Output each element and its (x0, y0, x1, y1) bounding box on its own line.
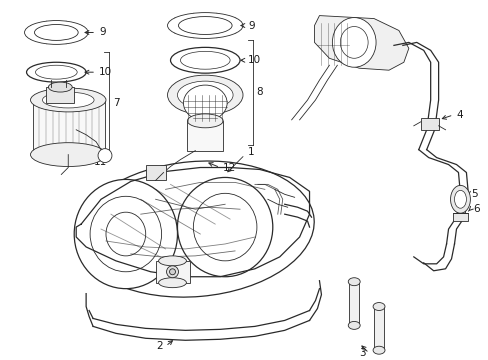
Ellipse shape (169, 269, 175, 275)
Ellipse shape (167, 13, 243, 39)
Ellipse shape (449, 185, 469, 213)
Text: 11: 11 (94, 157, 107, 167)
Bar (451, 213, 468, 221)
Text: 1: 1 (247, 147, 254, 157)
Text: 12: 12 (223, 162, 236, 172)
Ellipse shape (183, 85, 226, 121)
Bar (155, 261, 190, 283)
Bar (46, 87, 74, 103)
Bar (34, 100, 105, 154)
Ellipse shape (98, 149, 112, 163)
Text: 10: 10 (99, 67, 112, 77)
Ellipse shape (372, 346, 384, 354)
Bar (420, 118, 438, 130)
Ellipse shape (347, 278, 360, 286)
Ellipse shape (178, 17, 232, 35)
Text: 10: 10 (247, 55, 261, 65)
Ellipse shape (332, 18, 375, 67)
Text: 5: 5 (470, 189, 477, 199)
Text: 9: 9 (247, 21, 254, 31)
Polygon shape (314, 15, 408, 70)
Ellipse shape (42, 92, 94, 108)
Ellipse shape (170, 48, 240, 73)
Ellipse shape (106, 212, 145, 256)
Ellipse shape (35, 24, 78, 40)
Ellipse shape (187, 114, 223, 128)
Ellipse shape (347, 321, 360, 329)
Ellipse shape (74, 179, 177, 289)
Ellipse shape (30, 143, 106, 167)
Ellipse shape (177, 177, 272, 277)
Ellipse shape (340, 27, 367, 58)
Ellipse shape (158, 256, 186, 266)
Text: 3: 3 (359, 348, 366, 358)
Text: 4: 4 (456, 110, 462, 120)
Ellipse shape (372, 302, 384, 310)
Ellipse shape (30, 88, 106, 112)
Bar (187, 121, 223, 150)
Ellipse shape (167, 75, 243, 115)
Ellipse shape (48, 82, 72, 92)
Text: 2: 2 (156, 341, 162, 351)
Text: 9: 9 (99, 27, 105, 37)
Ellipse shape (177, 81, 233, 109)
Ellipse shape (90, 196, 161, 272)
Bar (145, 165, 165, 180)
Ellipse shape (193, 193, 256, 261)
Ellipse shape (166, 266, 178, 278)
Ellipse shape (24, 21, 88, 44)
Text: 7: 7 (113, 98, 119, 108)
Text: 6: 6 (472, 204, 479, 214)
Bar (373, 306, 383, 350)
Ellipse shape (453, 190, 466, 208)
Ellipse shape (180, 51, 230, 69)
Text: 8: 8 (255, 87, 262, 97)
Ellipse shape (36, 65, 77, 79)
Bar (348, 282, 359, 325)
Ellipse shape (158, 278, 186, 288)
Ellipse shape (76, 161, 314, 297)
Ellipse shape (26, 62, 86, 82)
